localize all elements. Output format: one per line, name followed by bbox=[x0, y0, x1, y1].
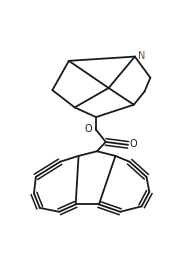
Text: O: O bbox=[130, 139, 137, 150]
Text: N: N bbox=[138, 51, 145, 60]
Text: O: O bbox=[85, 124, 93, 134]
